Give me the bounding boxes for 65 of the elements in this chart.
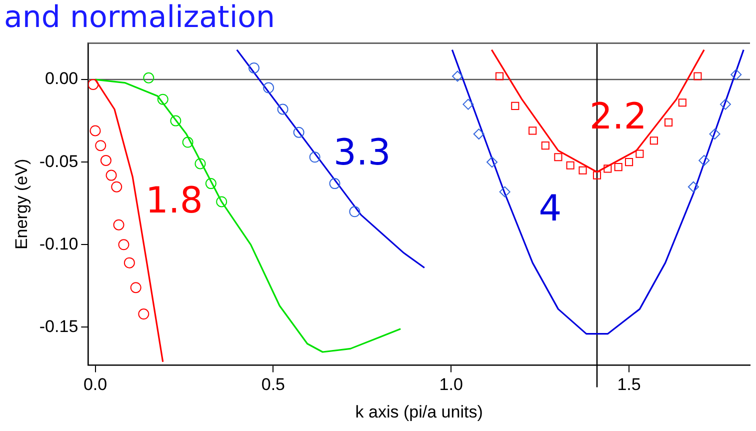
- series-label: 1.8: [146, 180, 203, 222]
- point: [309, 152, 320, 163]
- point: [248, 62, 260, 74]
- point: [554, 153, 562, 162]
- point: [130, 282, 142, 294]
- point: [614, 163, 622, 172]
- x-tick-label: 0.5: [261, 375, 285, 394]
- point: [473, 128, 484, 140]
- point: [170, 115, 182, 126]
- point: [511, 102, 520, 110]
- point: [349, 206, 360, 218]
- point: [698, 154, 710, 166]
- point: [499, 186, 510, 198]
- series-label: 3.3: [334, 132, 391, 174]
- point: [263, 82, 274, 94]
- point: [462, 98, 474, 110]
- point: [566, 161, 574, 170]
- y-tick-label: -0.05: [39, 152, 78, 171]
- point: [194, 158, 206, 170]
- point: [90, 125, 101, 136]
- point: [720, 98, 731, 110]
- point: [486, 156, 498, 168]
- point: [541, 142, 550, 150]
- point: [709, 128, 720, 140]
- point: [113, 219, 124, 230]
- point: [495, 72, 504, 80]
- point: [111, 181, 122, 192]
- x-axis-title: k axis (pi/a units): [355, 402, 483, 422]
- point: [205, 178, 216, 190]
- point: [124, 257, 135, 268]
- point: [604, 164, 612, 173]
- point: [694, 72, 702, 80]
- point: [88, 78, 99, 90]
- point: [329, 178, 340, 190]
- point: [138, 308, 150, 320]
- point: [118, 239, 130, 250]
- point: [182, 136, 194, 148]
- point: [100, 154, 112, 166]
- point: [578, 166, 587, 174]
- series-label: 4: [538, 188, 562, 230]
- point: [636, 150, 644, 158]
- point: [216, 196, 228, 208]
- point: [688, 181, 699, 192]
- point: [95, 140, 106, 152]
- point: [143, 72, 154, 84]
- point: [664, 118, 673, 126]
- point: [277, 104, 288, 115]
- point: [452, 70, 464, 82]
- y-tick-label: -0.15: [39, 316, 78, 336]
- point: [650, 136, 658, 145]
- y-axis-title: Energy (eV): [12, 158, 31, 250]
- x-tick-label: 1.5: [617, 375, 641, 394]
- chart-title: and normalization: [3, 0, 276, 35]
- y-tick-label: -0.10: [39, 234, 78, 254]
- x-tick-label: 1.0: [439, 375, 463, 394]
- point: [592, 171, 602, 180]
- point: [730, 69, 742, 80]
- point: [678, 98, 686, 107]
- point: [624, 158, 634, 166]
- point: [528, 126, 537, 135]
- y-tick-label: 0.00: [45, 69, 78, 88]
- point: [157, 94, 168, 105]
- x-tick-label: 0.0: [83, 375, 108, 394]
- point: [293, 126, 304, 138]
- point: [106, 170, 117, 181]
